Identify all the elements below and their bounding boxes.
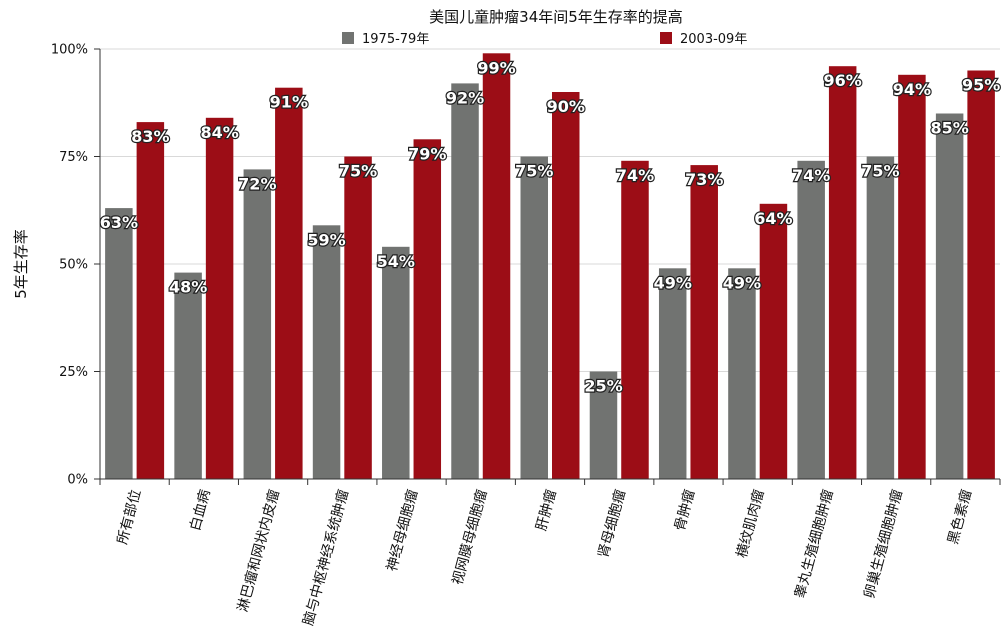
data-label: 96%: [824, 71, 862, 90]
bar-1975-79: [174, 272, 202, 479]
x-tick-label: 肝肿瘤: [533, 488, 560, 533]
bar-2003-09: [205, 117, 234, 480]
data-label: 90%: [547, 97, 585, 116]
y-axis-label: 5年生存率: [12, 229, 30, 299]
bar-2003-09: [482, 53, 511, 480]
bar-2003-09: [898, 74, 926, 480]
bar-2003-09: [967, 70, 995, 479]
data-label: 49%: [723, 273, 761, 292]
bars: [105, 53, 995, 480]
bar-1975-79: [312, 225, 341, 479]
y-tick-label: 100%: [51, 43, 88, 58]
bar-2003-09: [136, 122, 165, 479]
y-tick-label: 25%: [59, 365, 88, 380]
chart-title: 美国儿童肿瘤34年间5年生存率的提高: [429, 8, 683, 26]
axes: [99, 49, 1000, 480]
legend: 1975-79年 2003-09年: [342, 32, 747, 47]
bar-1975-79: [105, 208, 133, 479]
legend-label-2003-09: 2003-09年: [680, 32, 747, 47]
x-tick-label: 横纹肌肉瘤: [733, 488, 768, 560]
data-label: 75%: [861, 162, 899, 181]
x-tick-label: 脑与中枢神经系统肿瘤: [300, 488, 353, 628]
x-tick-label: 黑色素瘤: [944, 488, 975, 546]
x-axis-ticks: 所有部位 白血病 淋巴瘤和网状内皮瘤 脑与中枢神经系统肿瘤 神经母细胞瘤 视网膜母细胞瘤肝…: [99, 479, 1001, 628]
data-label: 94%: [893, 80, 931, 99]
data-label: 92%: [446, 88, 484, 107]
bar-2003-09: [552, 92, 580, 479]
bar-2003-09: [621, 160, 649, 480]
x-tick-label: 骨肿瘤: [671, 488, 698, 533]
data-label: 72%: [238, 174, 276, 193]
x-tick-label: 卵巢生殖细胞肿瘤: [861, 488, 906, 601]
bar-2003-09: [413, 139, 442, 480]
data-label: 63%: [100, 213, 138, 232]
data-label: 74%: [792, 166, 830, 185]
bar-2003-09: [828, 66, 857, 479]
bar-1975-79: [589, 371, 618, 479]
data-label: 75%: [515, 162, 553, 181]
bar-2003-09: [344, 156, 372, 479]
data-labels: 63% 48% 72% 59% 54% 92% 75% 25% 49% 49% 74% 75% 85% 8…: [99, 57, 1002, 397]
bar-1975-79: [382, 246, 410, 479]
data-label: 74%: [616, 166, 654, 185]
bar-2003-09: [759, 203, 788, 480]
data-label: 83%: [131, 127, 169, 146]
legend-swatch-1975-79: [342, 32, 354, 44]
data-label: 75%: [339, 162, 377, 181]
bar-1975-79: [797, 160, 825, 480]
y-tick-label: 75%: [59, 150, 88, 165]
data-label: 54%: [377, 252, 415, 271]
bar-1975-79: [451, 83, 479, 480]
data-label: 91%: [270, 93, 308, 112]
bar-1975-79: [935, 113, 964, 479]
legend-swatch-2003-09: [660, 32, 672, 44]
bar-1975-79: [243, 169, 272, 479]
data-label: 79%: [408, 144, 446, 163]
bar-1975-79: [520, 156, 548, 479]
bar-2003-09: [690, 165, 718, 479]
y-axis-ticks: 0% 25% 50% 75% 100%: [51, 43, 100, 488]
data-label: 85%: [930, 119, 968, 138]
bar-1975-79: [728, 268, 756, 479]
data-label: 99%: [477, 58, 515, 77]
x-tick-label: 淋巴瘤和网状内皮瘤: [234, 488, 283, 614]
data-label: 84%: [200, 123, 238, 142]
data-label: 48%: [169, 278, 207, 297]
data-label: 49%: [654, 273, 692, 292]
x-tick-label: 睾丸生殖细胞肿瘤: [791, 488, 836, 601]
bar-1975-79: [866, 156, 895, 479]
data-label: 25%: [584, 377, 622, 396]
x-tick-label: 视网膜母细胞瘤: [449, 488, 491, 587]
data-label: 73%: [685, 170, 723, 189]
legend-label-1975-79: 1975-79年: [362, 32, 429, 47]
x-tick-label: 神经母细胞瘤: [383, 488, 421, 574]
y-tick-label: 50%: [59, 258, 88, 273]
data-label: 59%: [307, 230, 345, 249]
x-tick-label: 所有部位: [115, 488, 145, 546]
bar-1975-79: [658, 268, 687, 479]
data-label: 95%: [962, 76, 1000, 95]
bar-2003-09: [275, 87, 303, 479]
x-tick-label: 肾母细胞瘤: [595, 488, 630, 560]
x-tick-label: 白血病: [187, 488, 213, 533]
data-label: 64%: [754, 209, 792, 228]
y-tick-label: 0%: [67, 473, 88, 488]
